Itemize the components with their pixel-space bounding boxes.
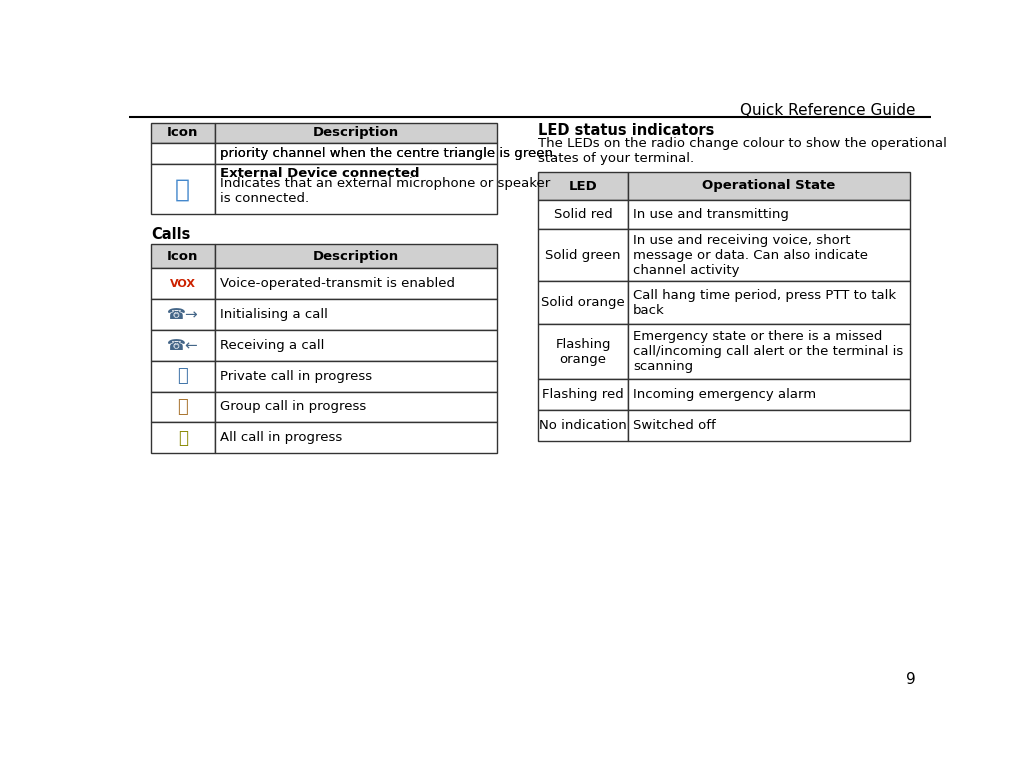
Text: Flashing red: Flashing red xyxy=(542,388,624,401)
Text: Calls: Calls xyxy=(151,227,190,242)
Text: LED: LED xyxy=(569,179,598,193)
Bar xyxy=(214,123,497,143)
Text: Icon: Icon xyxy=(168,126,199,140)
Bar xyxy=(628,172,911,200)
Text: Flashing
orange: Flashing orange xyxy=(555,338,611,366)
Bar xyxy=(151,268,214,300)
Text: priority channel when the centre triangle is green.: priority channel when the centre triangl… xyxy=(220,147,557,160)
Bar xyxy=(214,268,497,300)
Bar xyxy=(214,300,497,330)
Text: Emergency state or there is a missed
call/incoming call alert or the terminal is: Emergency state or there is a missed cal… xyxy=(633,330,904,373)
Text: 👤: 👤 xyxy=(178,367,188,385)
Text: In use and transmitting: In use and transmitting xyxy=(633,208,789,221)
Text: Voice-operated-transmit is enabled: Voice-operated-transmit is enabled xyxy=(220,277,455,290)
Text: Quick Reference Guide: Quick Reference Guide xyxy=(740,103,916,118)
Bar xyxy=(151,330,214,361)
Bar xyxy=(628,229,911,282)
Text: Switched off: Switched off xyxy=(633,419,716,432)
Bar xyxy=(214,243,497,268)
Bar xyxy=(151,300,214,330)
Text: VOX: VOX xyxy=(170,278,195,289)
Bar xyxy=(151,123,214,143)
Text: Solid orange: Solid orange xyxy=(541,296,625,309)
Text: Solid red: Solid red xyxy=(553,208,612,221)
Bar xyxy=(214,165,497,214)
Text: priority channel when the centre triangle is green.: priority channel when the centre triangl… xyxy=(220,147,557,160)
Text: Operational State: Operational State xyxy=(702,179,835,193)
Text: All call in progress: All call in progress xyxy=(220,431,342,445)
Bar xyxy=(214,392,497,423)
Text: Incoming emergency alarm: Incoming emergency alarm xyxy=(633,388,816,401)
Text: LED status indicators: LED status indicators xyxy=(539,123,714,138)
Text: The LEDs on the radio change colour to show the operational
states of your termi: The LEDs on the radio change colour to s… xyxy=(539,136,947,165)
Text: External Device connected: External Device connected xyxy=(220,167,420,180)
Text: Icon: Icon xyxy=(168,250,199,263)
Text: Description: Description xyxy=(313,250,399,263)
Bar xyxy=(539,229,628,282)
Bar xyxy=(539,172,628,200)
Text: 👥: 👥 xyxy=(178,398,188,416)
Bar xyxy=(628,410,911,441)
Text: 9: 9 xyxy=(906,672,916,686)
Bar xyxy=(214,143,497,165)
Bar xyxy=(628,379,911,410)
Text: In use and receiving voice, short
message or data. Can also indicate
channel act: In use and receiving voice, short messag… xyxy=(633,234,868,277)
Bar xyxy=(539,282,628,324)
Bar xyxy=(214,423,497,453)
Text: Group call in progress: Group call in progress xyxy=(220,400,366,413)
Text: No indication: No indication xyxy=(539,419,627,432)
Text: ☎→: ☎→ xyxy=(166,307,199,322)
Bar xyxy=(539,379,628,410)
Text: ☎←: ☎← xyxy=(166,338,199,353)
Bar xyxy=(628,282,911,324)
Bar xyxy=(151,143,214,165)
Bar xyxy=(539,410,628,441)
Text: Description: Description xyxy=(313,126,399,140)
Text: Initialising a call: Initialising a call xyxy=(220,308,328,321)
Text: Solid green: Solid green xyxy=(545,249,620,262)
Bar xyxy=(151,165,214,214)
Text: 📢: 📢 xyxy=(178,429,188,447)
Bar xyxy=(628,200,911,229)
Text: 🎧: 🎧 xyxy=(175,178,190,201)
Text: Indicates that an external microphone or speaker
is connected.: Indicates that an external microphone or… xyxy=(220,176,550,204)
Bar xyxy=(214,361,497,392)
Bar xyxy=(151,423,214,453)
Text: Receiving a call: Receiving a call xyxy=(220,339,325,352)
Bar xyxy=(151,243,214,268)
Bar xyxy=(151,392,214,423)
Bar xyxy=(214,330,497,361)
Bar xyxy=(539,200,628,229)
Text: Private call in progress: Private call in progress xyxy=(220,370,372,383)
Bar xyxy=(628,324,911,379)
Text: Call hang time period, press PTT to talk
back: Call hang time period, press PTT to talk… xyxy=(633,289,896,317)
Bar xyxy=(539,324,628,379)
Bar xyxy=(151,361,214,392)
